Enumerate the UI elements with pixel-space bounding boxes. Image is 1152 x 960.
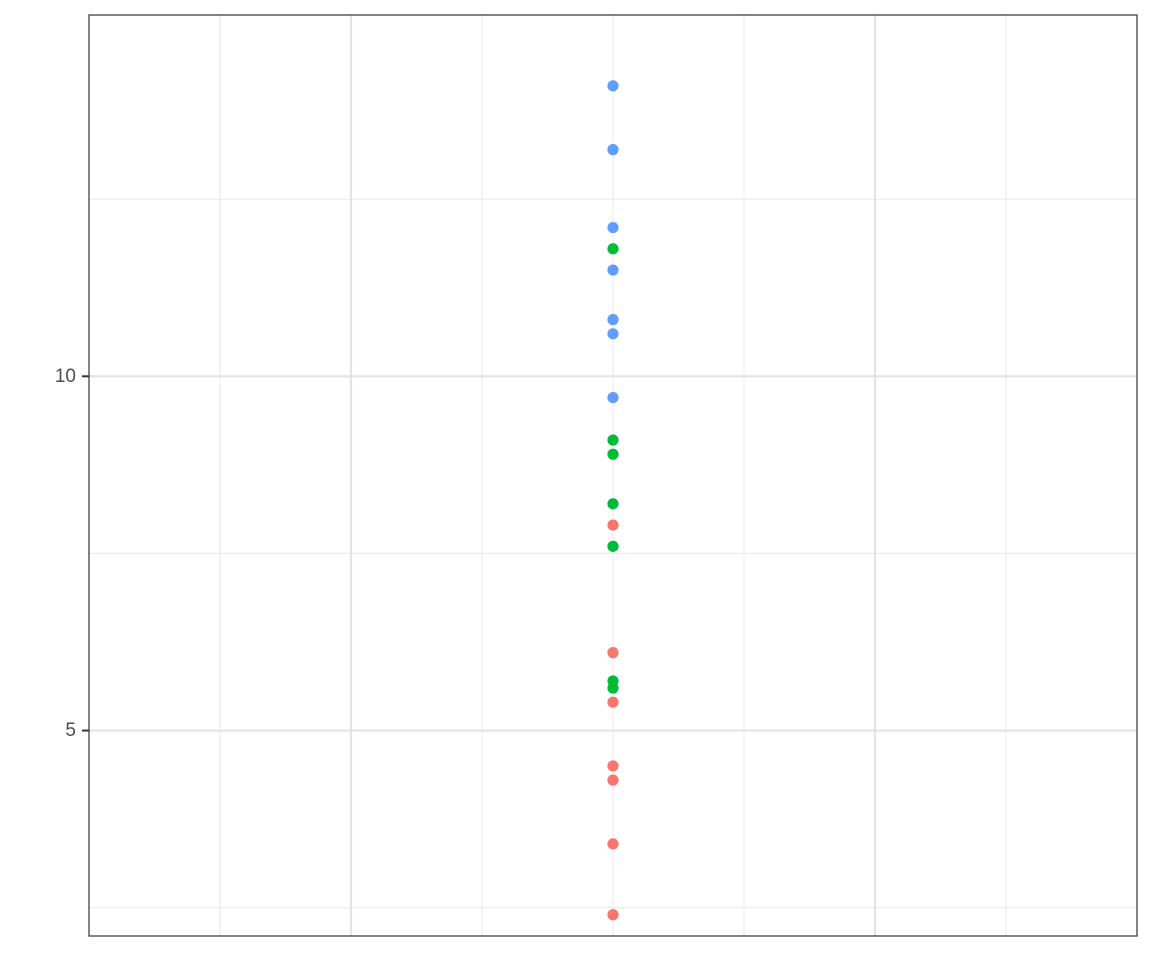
data-point <box>607 647 619 659</box>
data-points <box>607 80 619 921</box>
y-tick-label: 5 <box>65 720 76 741</box>
data-point <box>607 540 619 552</box>
data-point <box>607 391 619 404</box>
minor-gridlines <box>89 15 1137 936</box>
panel-border <box>88 14 1138 937</box>
y-axis: 5 10 <box>55 366 89 741</box>
data-point <box>607 774 619 786</box>
y-tick-label: 10 <box>55 366 76 387</box>
data-point <box>607 434 619 446</box>
data-point <box>607 144 619 156</box>
data-point <box>607 264 619 276</box>
data-point <box>607 696 619 708</box>
major-gridlines <box>89 15 1137 936</box>
data-point <box>607 328 619 340</box>
data-point <box>607 498 619 510</box>
data-point <box>607 760 619 772</box>
data-point <box>607 519 619 531</box>
data-point <box>607 243 619 255</box>
data-point <box>607 80 619 92</box>
data-point <box>607 448 619 460</box>
data-point <box>607 675 619 687</box>
data-point <box>607 314 619 326</box>
data-point <box>607 221 619 234</box>
data-point <box>607 909 619 921</box>
data-point <box>607 838 619 850</box>
